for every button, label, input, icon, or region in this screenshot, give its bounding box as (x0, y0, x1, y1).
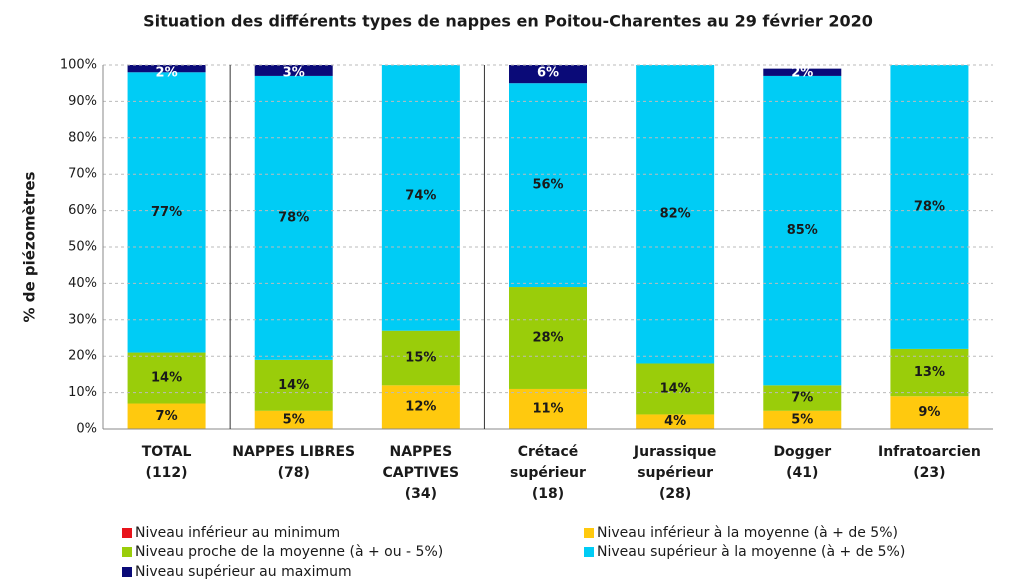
y-tick-label: 10% (68, 385, 97, 400)
legend-swatch (122, 528, 132, 538)
value-label: 11% (532, 401, 563, 416)
bar-segment (254, 75, 333, 360)
y-tick-label: 40% (68, 276, 97, 291)
value-label: 12% (405, 400, 436, 415)
bar-segment (509, 287, 587, 389)
value-label: 78% (914, 199, 945, 214)
bar-segment (890, 396, 969, 429)
bar-segment (509, 65, 587, 84)
legend-label: Niveau inférieur au minimum (135, 525, 340, 541)
y-axis-label: % de piézomètres (21, 171, 39, 322)
value-label: 5% (283, 412, 305, 427)
bar-segment (763, 75, 842, 386)
bar-segment (381, 330, 460, 386)
legend-swatch (584, 528, 594, 538)
bar-segment (763, 385, 842, 411)
value-label: 14% (151, 371, 182, 386)
value-label: 7% (156, 409, 178, 424)
x-tick-label: (28) (659, 486, 691, 502)
value-label: 5% (791, 412, 813, 427)
bar-segment (127, 72, 206, 353)
value-label: 7% (791, 391, 813, 406)
legend-swatch (584, 547, 594, 557)
x-tick-label: Jurassique (633, 444, 716, 460)
legend-label: Niveau inférieur à la moyenne (à + de 5%… (597, 525, 898, 541)
y-tick-label: 50% (68, 240, 97, 255)
value-label: 14% (660, 381, 691, 396)
value-label: 15% (405, 351, 436, 366)
bar-segment (636, 363, 715, 415)
y-tick-label: 100% (60, 58, 97, 73)
value-label: 56% (532, 178, 563, 193)
legend-label: Niveau supérieur au maximum (135, 564, 352, 580)
chart-title: Situation des différents types de nappes… (143, 12, 873, 31)
x-tick-label: NAPPES (389, 444, 452, 460)
x-tick-label: (23) (913, 465, 945, 481)
x-tick-label: (112) (146, 465, 188, 481)
value-label: 77% (151, 205, 182, 220)
bar-segment (509, 83, 587, 288)
bar-segment (254, 359, 333, 411)
bar-segment (636, 65, 715, 364)
value-label: 85% (787, 223, 818, 238)
x-tick-label: Infratoarcien (878, 444, 981, 460)
x-tick-label: (41) (786, 465, 818, 481)
value-label: 6% (537, 66, 559, 81)
x-tick-label: TOTAL (142, 444, 192, 460)
bar-segment (381, 65, 460, 331)
bar-segment (763, 410, 842, 429)
legend-swatch (122, 567, 132, 577)
bar-segment (254, 410, 333, 429)
y-tick-label: 80% (68, 130, 97, 145)
x-tick-label: (18) (532, 486, 564, 502)
legend-swatch (122, 547, 132, 557)
value-label: 14% (278, 378, 309, 393)
bar-segment (763, 68, 842, 76)
bar-segment (127, 352, 206, 404)
value-label: 78% (278, 210, 309, 225)
x-tick-label: NAPPES LIBRES (232, 444, 355, 460)
value-label: 2% (791, 66, 813, 81)
y-tick-label: 60% (68, 203, 97, 218)
bar-segment (509, 388, 587, 429)
x-tick-label: (34) (405, 486, 437, 502)
x-tick-label: CAPTIVES (383, 465, 460, 481)
bar-segment (890, 348, 969, 397)
value-label: 74% (405, 189, 436, 204)
bar-segment (127, 65, 206, 73)
value-label: 82% (660, 207, 691, 222)
y-tick-label: 20% (68, 349, 97, 364)
value-label: 28% (532, 331, 563, 346)
x-tick-label: Crétacé (518, 444, 579, 460)
x-tick-label: supérieur (510, 465, 586, 481)
bar-segment (636, 414, 715, 429)
legend-label: Niveau supérieur à la moyenne (à + de 5%… (597, 544, 905, 560)
value-label: 3% (283, 66, 305, 81)
y-tick-label: 90% (68, 94, 97, 109)
value-label: 4% (664, 414, 686, 429)
bar-segment (127, 403, 206, 429)
value-label: 2% (156, 66, 178, 81)
x-tick-label: supérieur (637, 465, 713, 481)
y-tick-label: 0% (76, 422, 97, 437)
bar-segment (254, 65, 333, 76)
y-tick-label: 30% (68, 312, 97, 327)
x-tick-label: (78) (278, 465, 310, 481)
y-tick-label: 70% (68, 167, 97, 182)
value-label: 9% (918, 405, 940, 420)
x-tick-label: Dogger (773, 444, 831, 460)
legend-label: Niveau proche de la moyenne (à + ou - 5%… (135, 544, 443, 560)
bar-segment (890, 65, 969, 349)
value-label: 13% (914, 365, 945, 380)
